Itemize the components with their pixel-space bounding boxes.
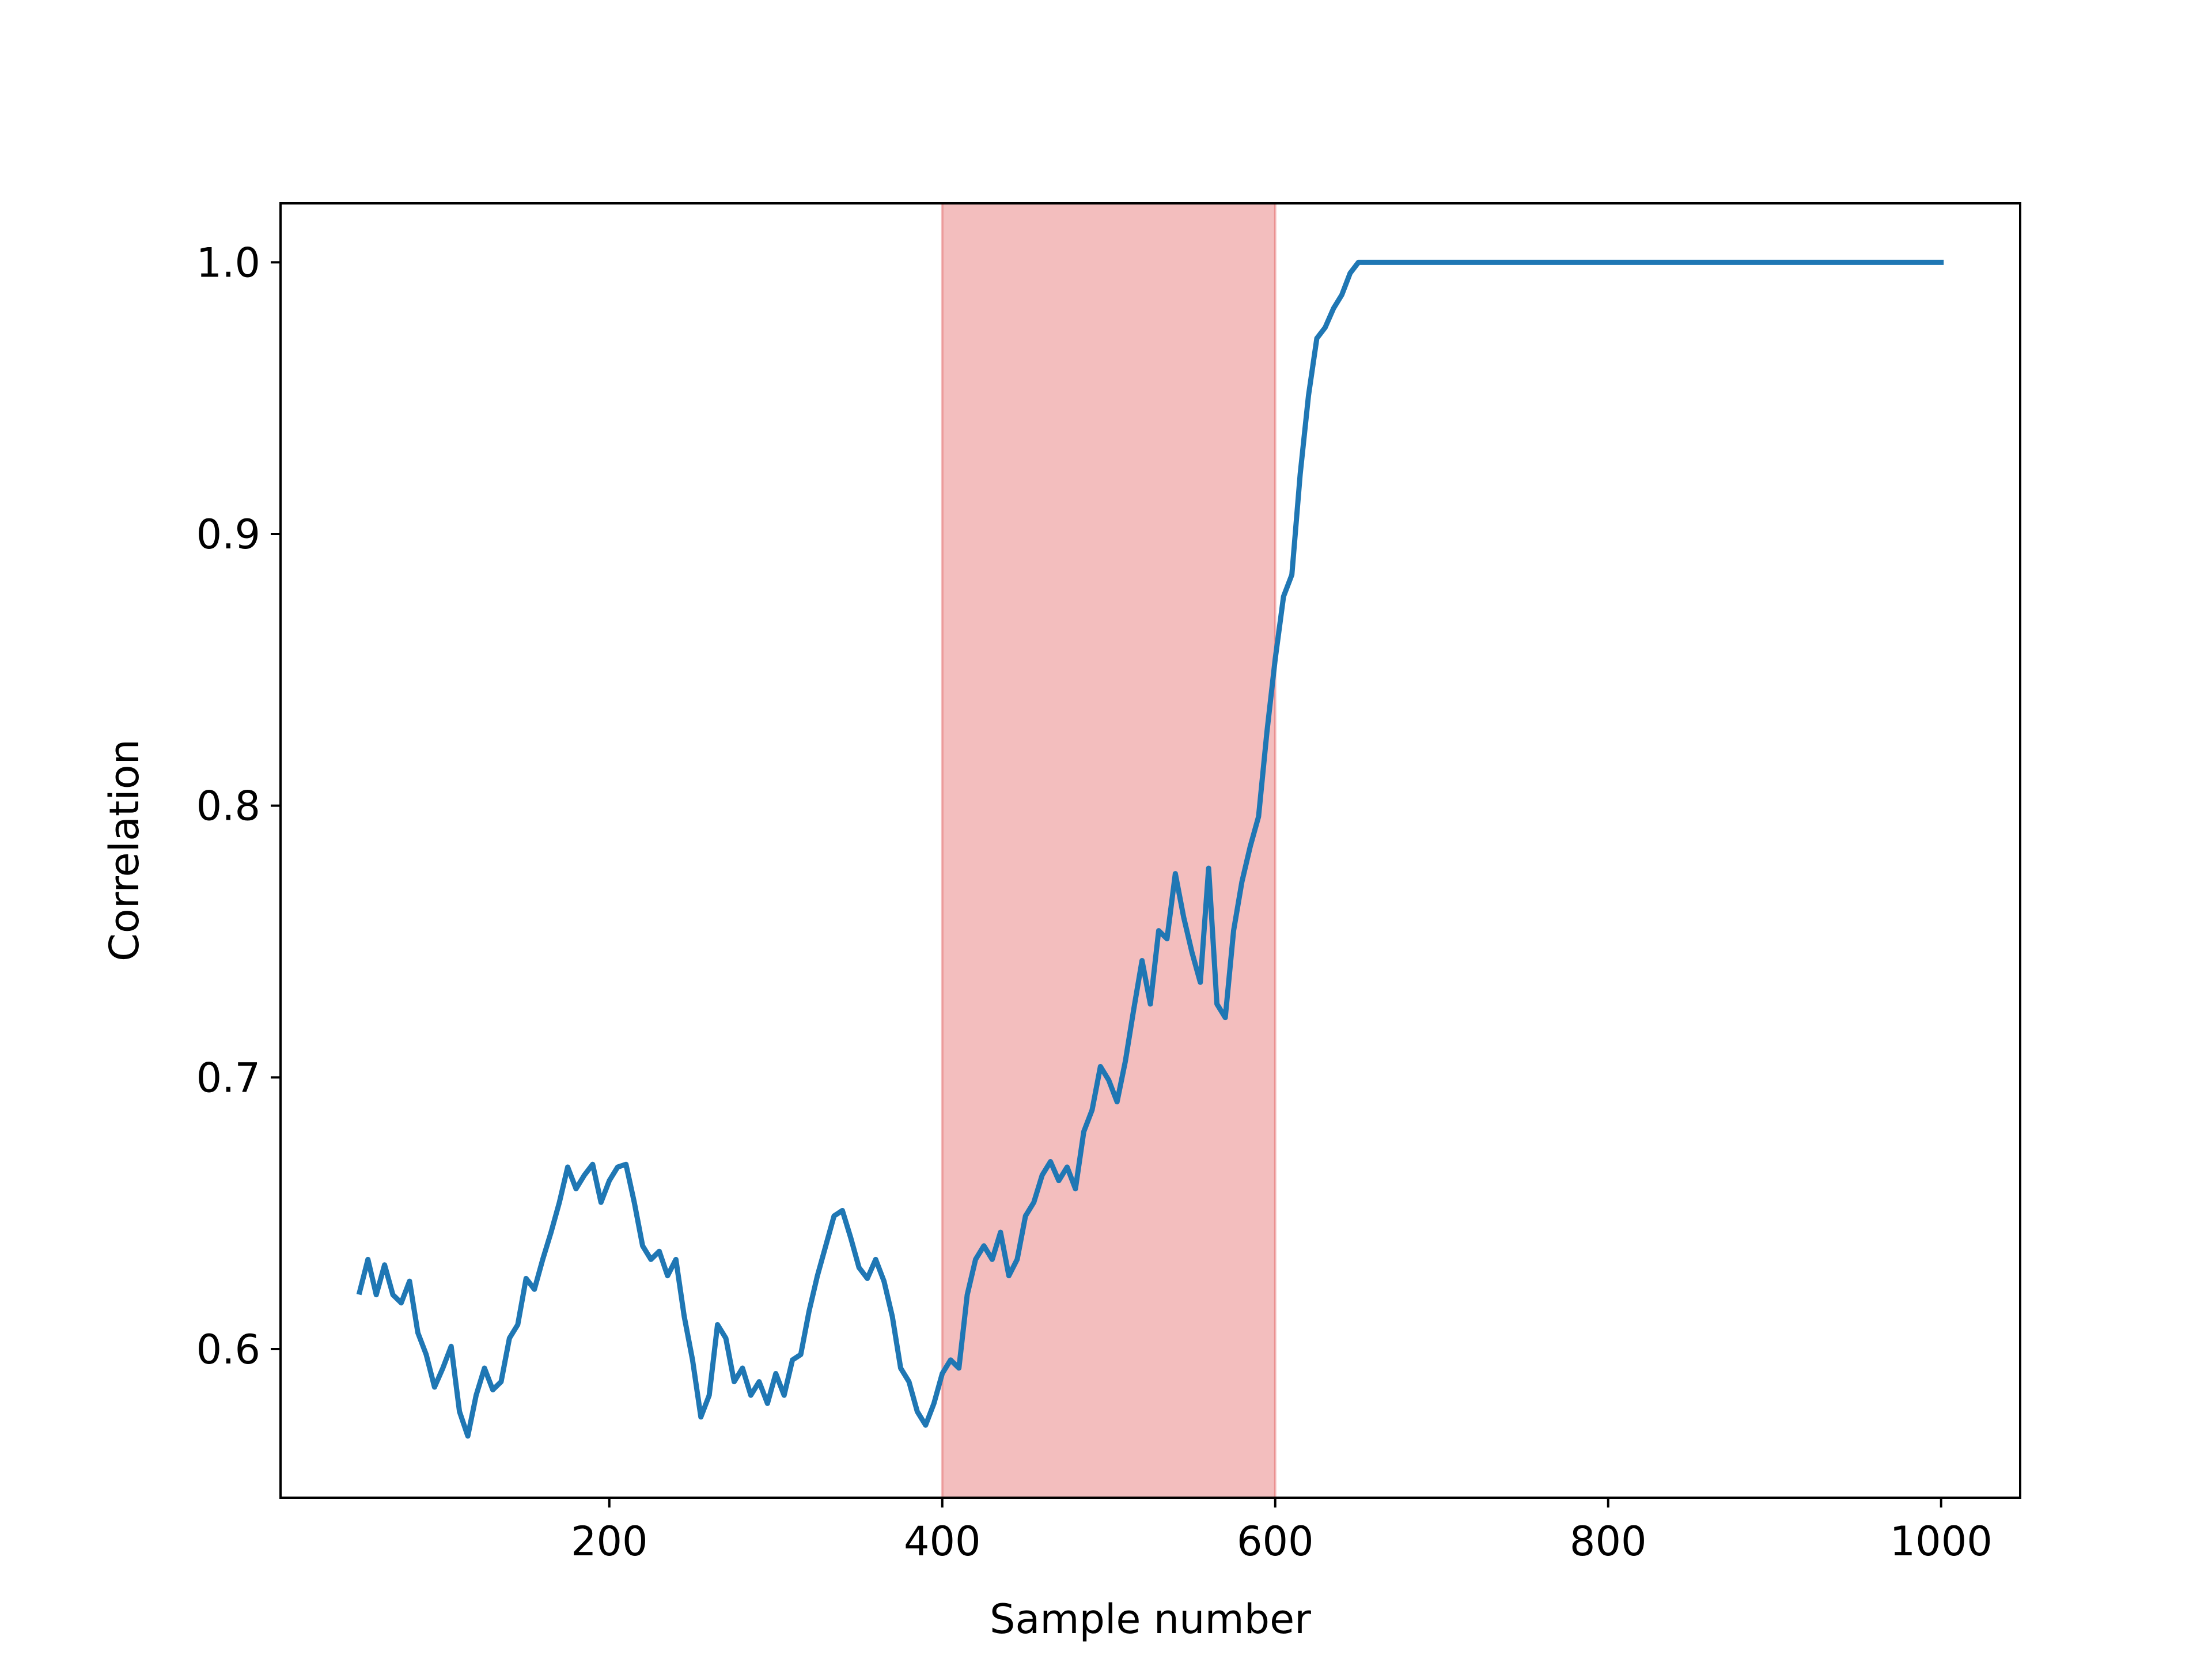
y-tick-label: 0.6 — [196, 1326, 260, 1373]
x-tick-label: 200 — [571, 1518, 648, 1565]
y-tick-label: 1.0 — [196, 239, 260, 286]
x-tick-label: 400 — [904, 1518, 981, 1565]
data-line — [356, 259, 1944, 1439]
axes-frame — [279, 202, 2021, 1499]
x-axis-label: Sample number — [990, 1596, 1311, 1643]
y-tick-label: 0.7 — [196, 1054, 260, 1101]
y-tick-label: 0.8 — [196, 783, 260, 830]
x-tick-label: 1000 — [1890, 1518, 1993, 1565]
x-tick-label: 600 — [1237, 1518, 1314, 1565]
y-tick-label: 0.9 — [196, 511, 260, 558]
x-tick-label: 800 — [1570, 1518, 1647, 1565]
y-axis-label: Correlation — [101, 739, 148, 961]
highlight-span — [941, 202, 1277, 1499]
